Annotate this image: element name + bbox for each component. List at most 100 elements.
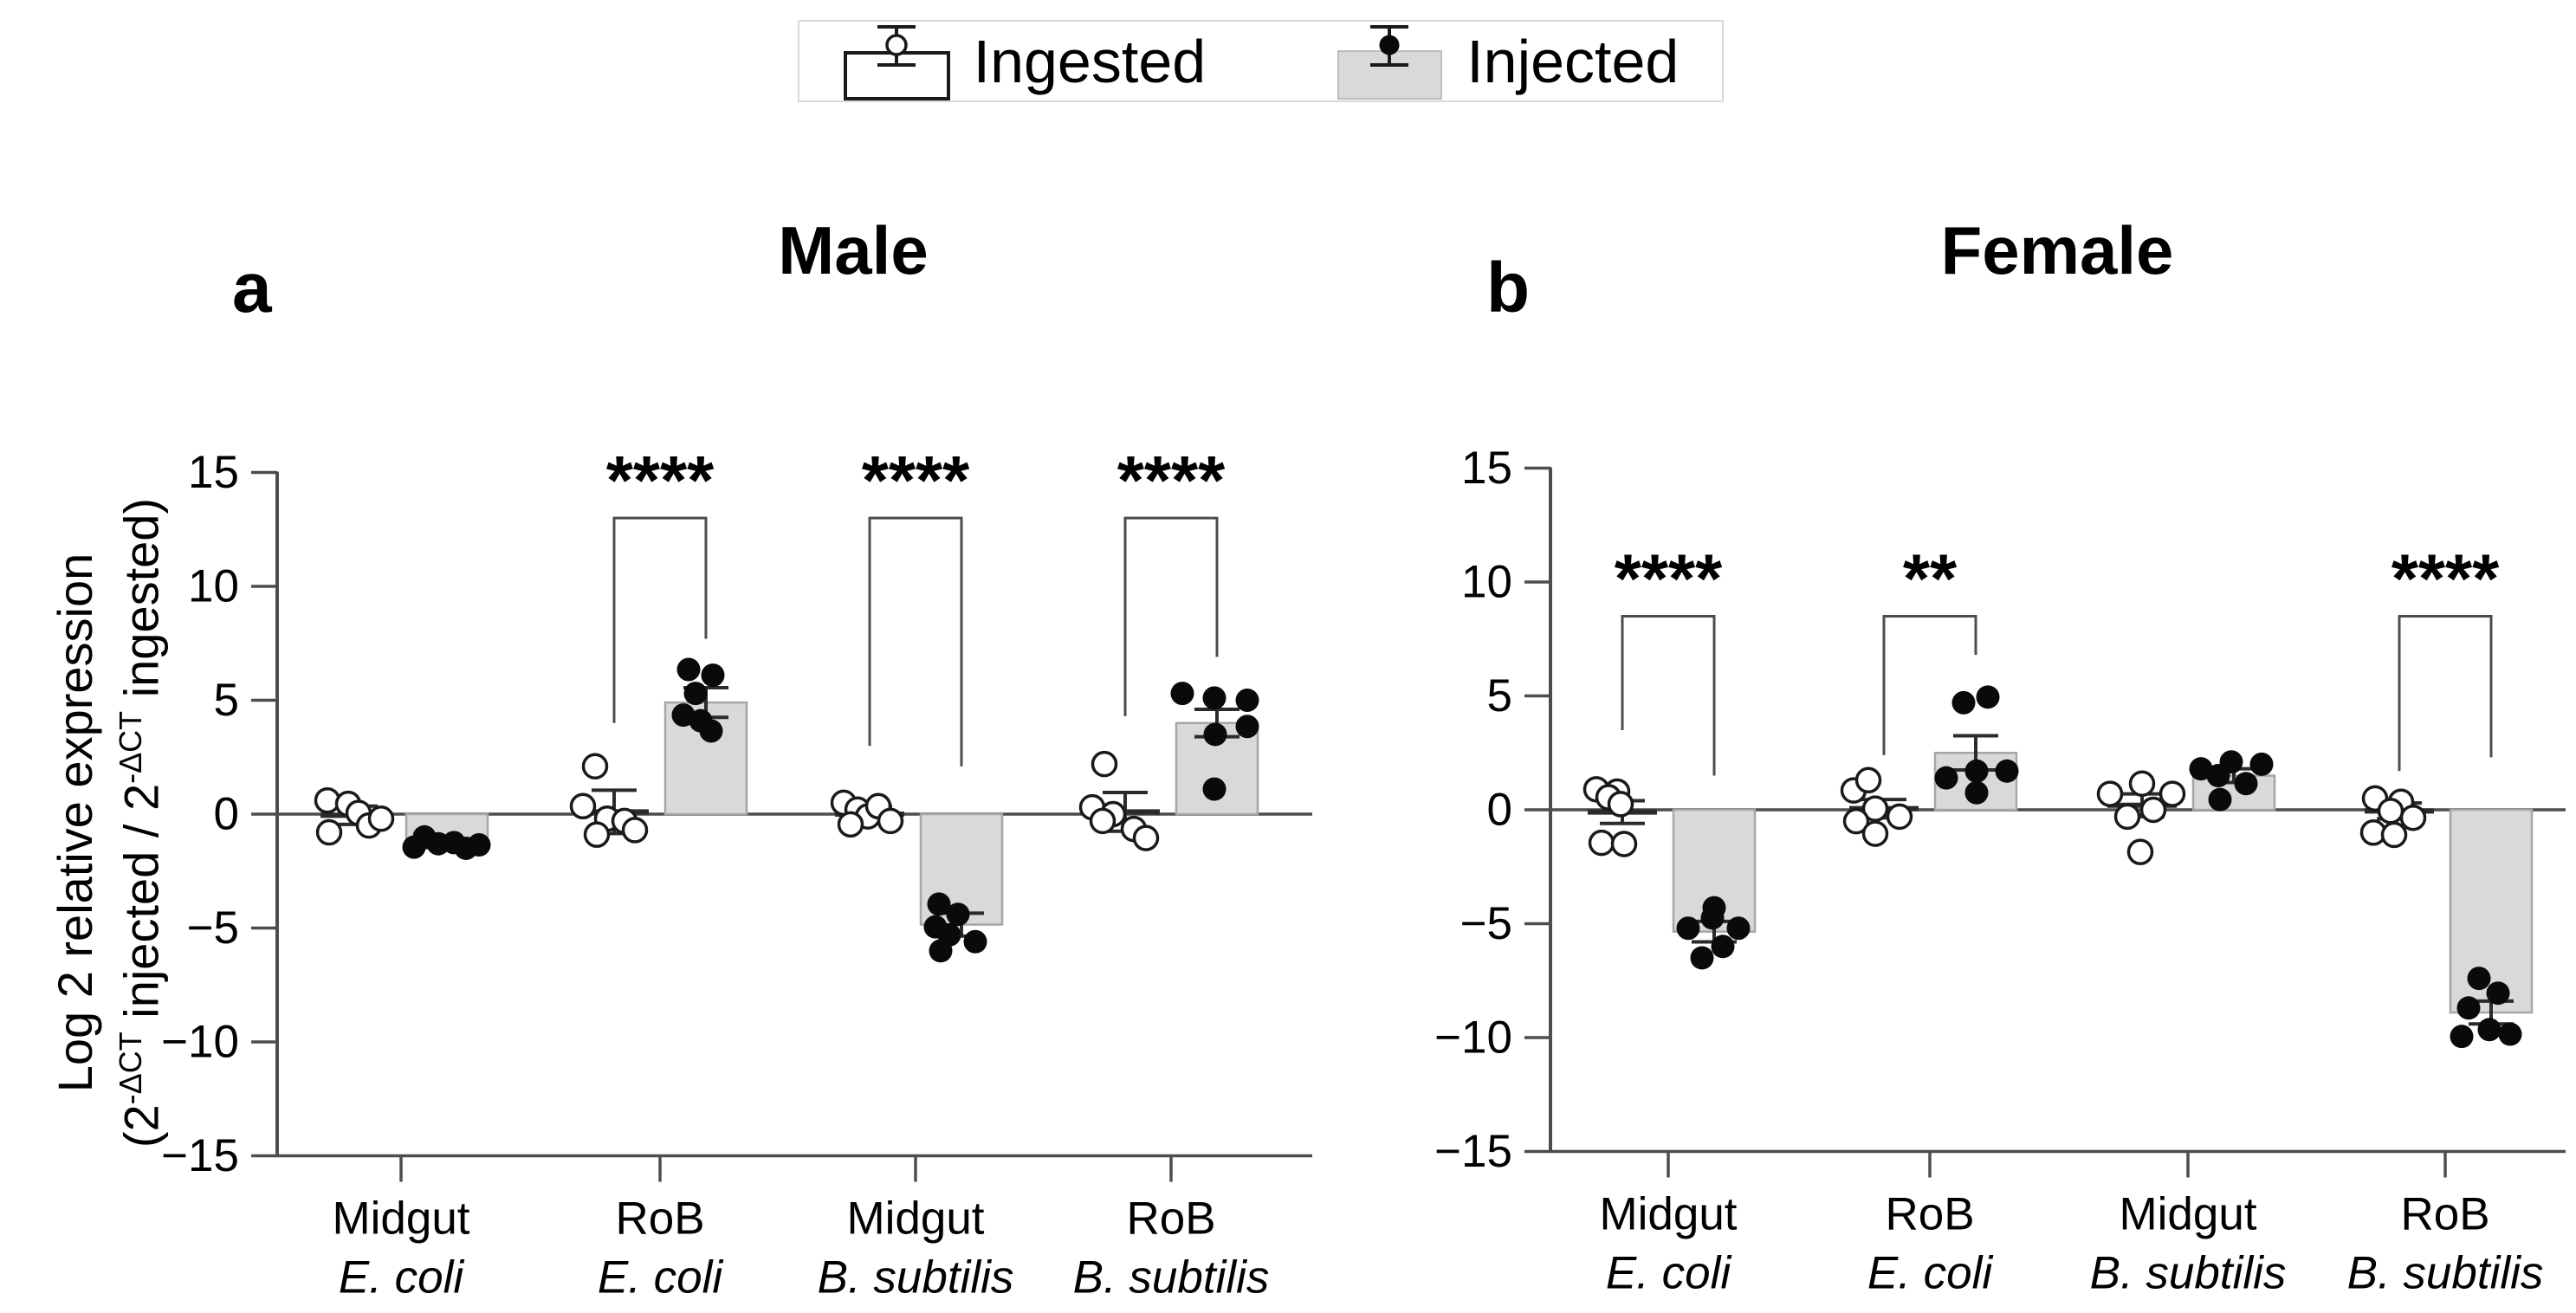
legend-entry-ingested: Ingested <box>843 22 1206 101</box>
scatter-point-filled <box>2456 996 2481 1020</box>
y-tick-label: −15 <box>1434 1126 1512 1177</box>
y-tick-label: 15 <box>1461 443 1512 494</box>
x-tick-label-tissue: RoB <box>1885 1189 1974 1240</box>
y-axis-label-line1: Log 2 relative expression <box>48 553 102 1093</box>
scatter-point-open <box>2096 780 2124 807</box>
scatter-point-filled <box>1203 722 1227 747</box>
x-tick-label-species: B. subtilis <box>2347 1248 2544 1299</box>
x-tick-label-tissue: RoB <box>1126 1193 1215 1245</box>
sig-bracket <box>2398 614 2493 772</box>
scatter-point-open <box>1861 795 1889 822</box>
scatter-point-filled <box>1690 946 1714 970</box>
y-tick-label: −15 <box>161 1130 239 1181</box>
sig-bracket <box>1882 614 1977 755</box>
scatter-point-open <box>2113 803 2141 831</box>
scatter-point-filled <box>683 682 708 706</box>
x-tick-label-species: E. coli <box>339 1252 465 1303</box>
y-tick-label: 0 <box>1487 785 1512 836</box>
scatter-point-open <box>1588 829 1615 857</box>
scatter-point-filled <box>2477 1018 2502 1042</box>
scatter-point-filled <box>2249 752 2274 776</box>
x-tick-label-species: E. coli <box>1867 1248 1994 1299</box>
sig-stars: **** <box>2392 540 2500 617</box>
scatter-point-filled <box>2498 1022 2522 1046</box>
sig-stars: **** <box>862 442 970 519</box>
sig-stars: ** <box>1903 540 1958 617</box>
scatter-point-open <box>2380 821 2408 849</box>
scatter-point-open <box>2399 804 2427 831</box>
scatter-point-filled <box>1976 685 2000 709</box>
scatter-point-filled <box>2486 981 2510 1006</box>
y-tick-label: −5 <box>1460 898 1512 949</box>
y-tick-label: 0 <box>214 789 239 840</box>
sig-stars: **** <box>1117 442 1226 519</box>
scatter-point-open <box>1886 803 1913 831</box>
y-tick-label: 5 <box>1487 670 1512 721</box>
y-axis-label: Log 2 relative expression (2-ΔCT injecte… <box>48 450 169 1195</box>
legend-label-injected: Injected <box>1466 27 1680 95</box>
scatter-point-filled <box>927 892 951 916</box>
panel-letter-a: a <box>232 249 272 327</box>
y-tick-label: 5 <box>214 675 239 726</box>
scatter-point-open <box>367 805 395 832</box>
scatter-point-open <box>2126 838 2154 865</box>
panel-title-female: Female <box>1940 212 2174 288</box>
x-tick-label-tissue: Midgut <box>332 1193 469 1245</box>
scatter-point-filled <box>1934 766 1958 790</box>
scatter-point-filled <box>1235 689 1259 712</box>
ingested-swatch-icon <box>843 24 950 100</box>
scatter-point-filled <box>2219 750 2243 774</box>
y-tick-label: 10 <box>188 561 239 612</box>
scatter-point-filled <box>1202 686 1227 710</box>
x-tick-label-species: E. coli <box>598 1252 724 1303</box>
scatter-point-filled <box>1711 935 1735 959</box>
y-tick-label: 10 <box>1461 557 1512 608</box>
x-tick-label-tissue: RoB <box>2400 1189 2489 1240</box>
y-tick-label: −10 <box>161 1017 239 1068</box>
scatter-point-open <box>2139 796 2167 824</box>
scatter-point-open <box>583 821 611 848</box>
x-tick-label-tissue: RoB <box>615 1193 704 1245</box>
scatter-point-filled <box>963 929 987 954</box>
x-tick-label-tissue: Midgut <box>846 1193 984 1245</box>
scatter-point-filled <box>929 939 953 963</box>
x-tick-label-tissue: Midgut <box>1599 1189 1737 1240</box>
scatter-point-open <box>877 807 904 835</box>
scatter-point-open <box>1854 766 1882 794</box>
scatter-point-filled <box>1951 690 1976 715</box>
scatter-point-filled <box>1235 715 1259 739</box>
scatter-point-filled <box>1726 916 1751 941</box>
scatter-point-open <box>569 792 597 820</box>
scatter-point-open <box>1842 807 1870 835</box>
scatter-point-open <box>1610 831 1638 857</box>
scatter-point-filled <box>1202 777 1227 801</box>
sig-bracket <box>868 516 963 766</box>
scatter-point-filled <box>676 657 701 682</box>
scatter-point-open <box>837 811 864 838</box>
injected-swatch-icon <box>1337 24 1443 100</box>
scatter-point-open <box>581 753 609 780</box>
bar-injected <box>2449 808 2534 1014</box>
scatter-point-filled <box>2234 772 2258 796</box>
scatter-point-filled <box>946 902 970 927</box>
scatter-point-filled <box>2208 787 2232 812</box>
scatter-point-filled <box>701 663 725 688</box>
y-tick-label: 15 <box>188 447 239 498</box>
sig-bracket <box>612 516 708 723</box>
scatter-point-filled <box>1676 916 1700 941</box>
x-tick-label-species: E. coli <box>1606 1248 1732 1299</box>
scatter-point-open <box>2128 770 2156 798</box>
sig-bracket <box>1621 614 1716 776</box>
scatter-point-filled <box>1995 759 2019 783</box>
scatter-point-filled <box>467 833 491 857</box>
scatter-point-open <box>621 817 649 844</box>
y-axis-label-line2: (2-ΔCT injected / 2-ΔCT ingested) <box>113 497 169 1148</box>
x-tick-label-tissue: Midgut <box>2119 1189 2256 1240</box>
x-tick-label-species: B. subtilis <box>818 1252 1014 1303</box>
sig-bracket <box>1123 516 1219 716</box>
scatter-point-filled <box>1964 780 1989 805</box>
sig-stars: **** <box>1615 540 1723 617</box>
scatter-point-open <box>2377 798 2404 825</box>
y-tick-label: −5 <box>187 902 239 954</box>
